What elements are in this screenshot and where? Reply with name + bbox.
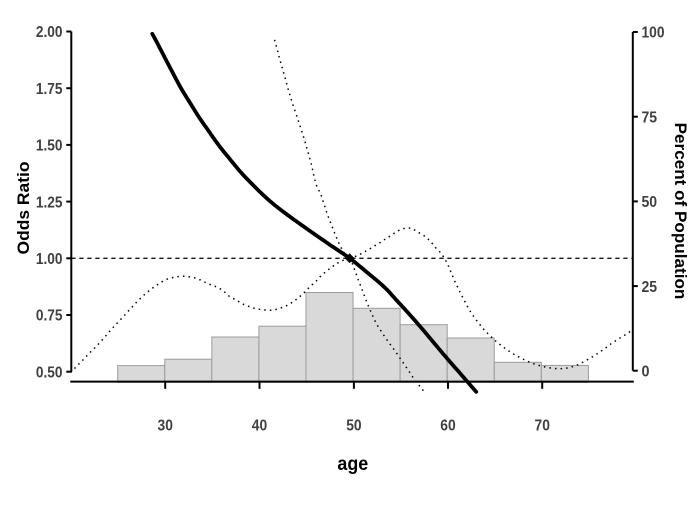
svg-text:Odds Ratio: Odds Ratio	[14, 162, 33, 255]
svg-text:70: 70	[535, 418, 550, 435]
svg-text:2.00: 2.00	[36, 24, 63, 41]
svg-text:0: 0	[642, 363, 650, 380]
svg-text:age: age	[337, 453, 368, 475]
svg-text:1.25: 1.25	[36, 194, 63, 211]
svg-text:1.75: 1.75	[36, 81, 63, 98]
svg-text:50: 50	[642, 194, 658, 211]
svg-text:1.00: 1.00	[36, 251, 63, 268]
svg-text:25: 25	[642, 279, 658, 296]
svg-text:30: 30	[158, 418, 173, 435]
svg-text:75: 75	[642, 109, 658, 126]
svg-text:40: 40	[252, 418, 267, 435]
svg-text:100: 100	[642, 25, 665, 42]
svg-text:60: 60	[440, 418, 455, 435]
svg-text:0.75: 0.75	[36, 308, 63, 325]
svg-text:Percent of Population: Percent of Population	[671, 123, 690, 300]
svg-text:0.50: 0.50	[36, 364, 63, 381]
svg-text:50: 50	[346, 418, 361, 435]
svg-text:1.50: 1.50	[36, 138, 63, 155]
